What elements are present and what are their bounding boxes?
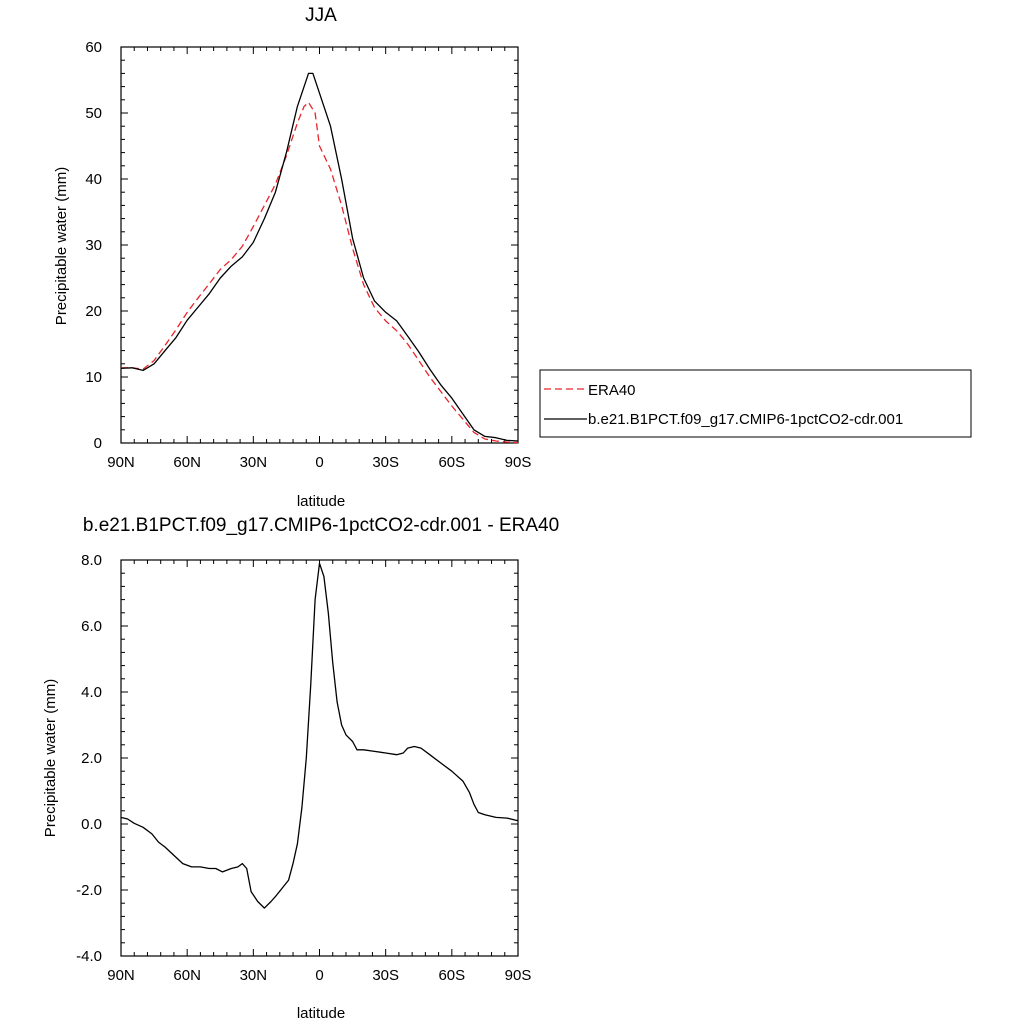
top-chart-title: JJA (305, 5, 337, 26)
bottom-x-axis-label: latitude (297, 1005, 345, 1022)
top-x-tick-label: 60N (173, 454, 201, 471)
top-x-tick-label: 90N (107, 454, 135, 471)
bottom-x-tick-label: 60S (438, 967, 465, 984)
bottom-series-layer (120, 562, 519, 909)
legend: ERA40 b.e21.B1PCT.f09_g17.CMIP6-1pctCO2-… (539, 369, 972, 438)
bottom-x-tick-label: 30N (240, 967, 268, 984)
top-y-tick-label: 20 (85, 303, 102, 320)
bottom-y-tick-label: 8.0 (81, 552, 102, 569)
top-y-tick-label: 10 (85, 369, 102, 386)
bottom-panel: b.e21.B1PCT.f09_g17.CMIP6-1pctCO2-cdr.00… (42, 515, 559, 1022)
legend-label-era40: ERA40 (588, 382, 636, 399)
top-x-tick-label: 30N (240, 454, 268, 471)
bottom-y-tick-label: 4.0 (81, 684, 102, 701)
bottom-y-axis: -4.0 -2.0 0.0 2.0 4.0 6.0 8.0 (76, 552, 518, 965)
bottom-chart-title: b.e21.B1PCT.f09_g17.CMIP6-1pctCO2-cdr.00… (83, 515, 559, 536)
bottom-y-tick-label: 0.0 (81, 816, 102, 833)
legend-label-model: b.e21.B1PCT.f09_g17.CMIP6-1pctCO2-cdr.00… (588, 411, 903, 428)
top-x-tick-label: 0 (315, 454, 323, 471)
bottom-y-tick-label: -4.0 (76, 948, 102, 965)
top-x-tick-label: 30S (372, 454, 399, 471)
top-x-axis: 90N 60N 30N 0 30S 60S 90S (107, 47, 531, 471)
top-y-axis-label: Precipitable water (mm) (53, 167, 70, 325)
top-plot-frame (120, 46, 519, 444)
bottom-y-tick-label: 2.0 (81, 750, 102, 767)
top-y-tick-label: 30 (85, 237, 102, 254)
top-panel: JJA 90N 60N 30N 0 30S 60S 90S 0 10 20 30 40 50 60 la… (53, 5, 972, 510)
bottom-x-tick-label: 90S (505, 967, 532, 984)
top-y-tick-label: 60 (85, 39, 102, 56)
top-series-line-0 (121, 101, 519, 444)
top-y-axis: 0 10 20 30 40 50 60 (85, 39, 518, 452)
bottom-y-tick-label: 6.0 (81, 618, 102, 635)
top-y-tick-label: 50 (85, 105, 102, 122)
top-series-layer (120, 72, 519, 444)
legend-box (539, 369, 972, 438)
top-series-line-1 (120, 72, 519, 442)
bottom-y-axis-label: Precipitable water (mm) (42, 679, 59, 837)
bottom-x-tick-label: 60N (173, 967, 201, 984)
bottom-plot-frame (120, 559, 519, 957)
bottom-x-tick-label: 30S (372, 967, 399, 984)
top-y-tick-label: 0 (94, 435, 102, 452)
bottom-x-axis: 90N 60N 30N 0 30S 60S 90S (107, 560, 531, 984)
bottom-series-line-0 (120, 562, 519, 909)
bottom-x-tick-label: 90N (107, 967, 135, 984)
top-x-axis-label: latitude (297, 493, 345, 510)
top-x-tick-label: 60S (438, 454, 465, 471)
top-y-tick-label: 40 (85, 171, 102, 188)
bottom-x-tick-label: 0 (315, 967, 323, 984)
bottom-y-tick-label: -2.0 (76, 882, 102, 899)
top-x-tick-label: 90S (505, 454, 532, 471)
